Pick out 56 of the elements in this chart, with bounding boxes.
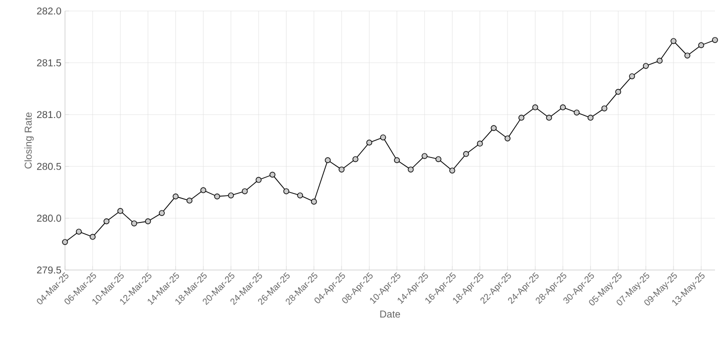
point — [352, 156, 358, 162]
point — [463, 151, 470, 157]
point — [270, 172, 276, 178]
point — [684, 52, 690, 58]
point — [256, 176, 262, 183]
point — [698, 42, 704, 48]
point — [297, 192, 304, 198]
y-tick-label: 279.5 — [37, 266, 62, 274]
y-tick-label: 281.5 — [37, 59, 62, 66]
y-tick-label: 282.0 — [37, 7, 62, 15]
x-axis-title: Date — [380, 310, 400, 318]
point — [504, 135, 510, 142]
point — [615, 88, 622, 95]
point — [117, 208, 124, 214]
point — [311, 198, 317, 205]
point — [324, 157, 331, 164]
point — [574, 110, 580, 116]
point — [449, 168, 456, 174]
point — [560, 104, 566, 110]
point — [158, 210, 165, 216]
point — [90, 234, 96, 240]
point — [172, 194, 179, 200]
point — [338, 166, 345, 172]
point — [422, 153, 428, 159]
point — [186, 198, 192, 204]
point — [131, 220, 138, 226]
point — [145, 218, 151, 224]
point — [642, 62, 649, 69]
point — [670, 38, 676, 44]
y-tick-label: 280.0 — [37, 214, 62, 222]
point — [283, 188, 290, 194]
point — [214, 194, 220, 200]
point — [518, 114, 524, 121]
y-axis-title: Closing Rate — [24, 112, 34, 169]
point — [228, 192, 234, 198]
point — [104, 218, 110, 224]
point — [712, 37, 718, 43]
point — [476, 140, 483, 147]
point — [490, 125, 497, 132]
point — [601, 105, 608, 112]
y-tick-label: 281.0 — [37, 111, 62, 118]
point — [366, 140, 372, 146]
point — [62, 239, 68, 245]
point — [656, 58, 663, 64]
point — [394, 157, 400, 164]
point — [200, 187, 206, 194]
point — [629, 73, 635, 80]
y-tick-label: 280.5 — [37, 162, 62, 170]
point — [408, 166, 414, 172]
point — [588, 114, 594, 121]
point — [532, 104, 538, 110]
point — [242, 188, 248, 194]
point — [546, 114, 552, 121]
point — [76, 228, 82, 235]
point — [435, 156, 442, 162]
point — [380, 134, 386, 140]
